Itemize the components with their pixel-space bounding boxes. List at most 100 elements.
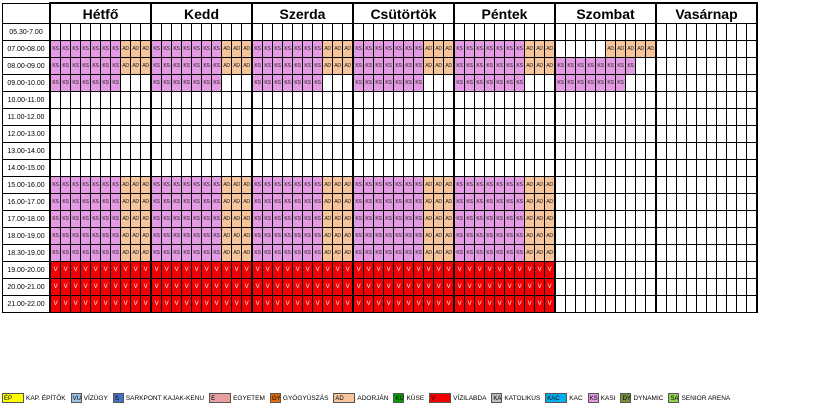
lane-cell bbox=[605, 91, 616, 109]
lane-cell bbox=[342, 23, 354, 41]
lane-cell: KS bbox=[484, 57, 495, 75]
lane-cell: KS bbox=[393, 244, 404, 262]
legend-label: KASI bbox=[600, 394, 616, 402]
lane-cell bbox=[605, 125, 616, 143]
lane-cell: KS bbox=[363, 227, 374, 245]
lane-cell bbox=[676, 278, 687, 296]
lane-cell: V bbox=[282, 278, 293, 296]
lane-cell bbox=[403, 108, 414, 126]
lane-cell: KS bbox=[413, 244, 424, 262]
lane-cell: V bbox=[221, 278, 232, 296]
lane-cell bbox=[676, 108, 687, 126]
lane-cell: KS bbox=[110, 176, 121, 194]
lane-cell: V bbox=[221, 261, 232, 279]
lane-cell: KS bbox=[60, 193, 71, 211]
lane-cell bbox=[322, 23, 333, 41]
lane-cell: KS bbox=[352, 40, 364, 58]
lane-cell: KS bbox=[191, 244, 202, 262]
lane-cell: KS bbox=[272, 57, 283, 75]
lane-cell: KS bbox=[100, 227, 111, 245]
lane-cell bbox=[716, 23, 727, 41]
lane-cell: KS bbox=[464, 244, 475, 262]
lane-cell bbox=[100, 23, 111, 41]
lane-cell: AD bbox=[433, 244, 444, 262]
lane-cell bbox=[453, 108, 465, 126]
lane-cell: AD bbox=[231, 57, 242, 75]
lane-cell: KS bbox=[161, 193, 172, 211]
lane-cell bbox=[443, 91, 455, 109]
lane-cell: KS bbox=[393, 176, 404, 194]
lane-cell: KS bbox=[352, 210, 364, 228]
lane-cell bbox=[615, 278, 626, 296]
lane-cell bbox=[241, 91, 253, 109]
lane-cell bbox=[251, 91, 263, 109]
lane-cell: KS bbox=[211, 176, 222, 194]
lane-cell bbox=[231, 108, 242, 126]
lane-cell: AD bbox=[120, 244, 131, 262]
lane-cell bbox=[565, 159, 576, 177]
lane-cell: V bbox=[464, 278, 475, 296]
lane-cell: AD bbox=[140, 227, 152, 245]
lane-cell: AD bbox=[342, 176, 354, 194]
lane-cell: V bbox=[130, 261, 141, 279]
lane-cell: KS bbox=[413, 40, 424, 58]
lane-cell: KS bbox=[201, 193, 212, 211]
lane-cell bbox=[181, 23, 192, 41]
lane-cell: KS bbox=[494, 74, 505, 92]
lane-cell: KS bbox=[272, 176, 283, 194]
lane-cell: KS bbox=[403, 74, 414, 92]
lane-cell: V bbox=[90, 261, 101, 279]
lane-cell bbox=[696, 278, 707, 296]
lane-cell bbox=[352, 159, 364, 177]
lane-cell bbox=[615, 261, 626, 279]
legend-label: KATOLIKUS bbox=[504, 394, 541, 402]
lane-cell bbox=[332, 125, 343, 143]
lane-cell: KS bbox=[171, 193, 182, 211]
lane-cell: KS bbox=[363, 244, 374, 262]
legend-label: EGYETEM bbox=[233, 394, 265, 402]
lane-cell bbox=[514, 91, 525, 109]
lane-cell: KS bbox=[554, 74, 566, 92]
lane-cell: KS bbox=[302, 57, 313, 75]
lane-cell bbox=[625, 210, 636, 228]
lane-cell bbox=[736, 244, 747, 262]
lane-cell: V bbox=[171, 295, 182, 313]
lane-cell: KS bbox=[514, 193, 525, 211]
corner-cell bbox=[2, 2, 51, 24]
lane-cell: KS bbox=[494, 244, 505, 262]
lane-cell bbox=[706, 159, 717, 177]
lane-cell bbox=[655, 125, 667, 143]
lane-cell: KS bbox=[49, 244, 61, 262]
lane-cell bbox=[746, 23, 758, 41]
lane-cell: KS bbox=[201, 210, 212, 228]
lane-cell bbox=[625, 91, 636, 109]
lane-cell bbox=[615, 227, 626, 245]
lane-cell: KS bbox=[100, 176, 111, 194]
day-header-friday: Péntek bbox=[453, 2, 556, 24]
lane-cell: AD bbox=[322, 176, 333, 194]
lane-cell: KS bbox=[302, 193, 313, 211]
lane-cell: KS bbox=[474, 227, 485, 245]
lane-cell bbox=[464, 125, 475, 143]
lane-cell: V bbox=[363, 295, 374, 313]
lane-cell: V bbox=[332, 278, 343, 296]
lane-cell bbox=[575, 40, 586, 58]
lane-cell bbox=[635, 74, 646, 92]
lane-cell bbox=[736, 278, 747, 296]
lane-cell: AD bbox=[120, 57, 131, 75]
lane-cell bbox=[433, 125, 444, 143]
lane-cell bbox=[625, 23, 636, 41]
lane-cell: AD bbox=[433, 227, 444, 245]
lane-cell: KS bbox=[60, 227, 71, 245]
lane-cell: V bbox=[60, 295, 71, 313]
lane-cell bbox=[615, 210, 626, 228]
lane-cell: KS bbox=[312, 176, 323, 194]
lane-cell: AD bbox=[433, 40, 444, 58]
lane-cell bbox=[716, 108, 727, 126]
lane-cell: KS bbox=[383, 227, 394, 245]
lane-cell: V bbox=[514, 261, 525, 279]
lane-cell bbox=[363, 23, 374, 41]
lane-cell bbox=[161, 23, 172, 41]
lane-cell bbox=[746, 244, 758, 262]
lane-cell: KS bbox=[282, 57, 293, 75]
